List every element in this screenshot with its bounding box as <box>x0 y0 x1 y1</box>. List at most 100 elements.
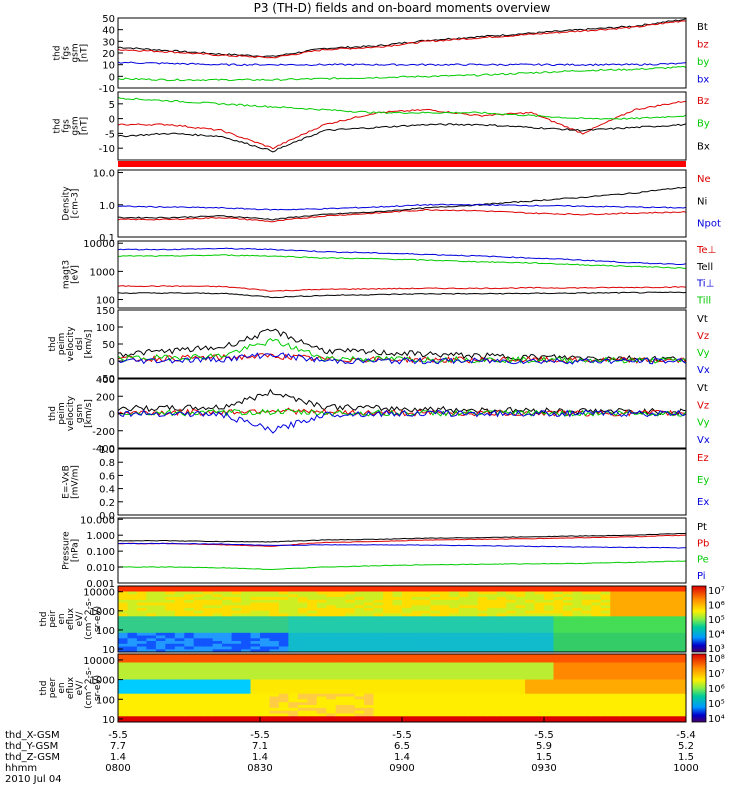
x-row-value: 7.7 <box>110 741 126 752</box>
spectrogram-cell <box>402 676 413 681</box>
spectrogram-cell <box>477 586 488 590</box>
spectrogram-cell <box>420 713 431 717</box>
panel-frame <box>117 240 687 309</box>
spectrogram-cell <box>278 649 289 652</box>
spectrogram-cell <box>326 676 337 681</box>
spectrogram-cell <box>184 605 195 609</box>
spectrogram-cell <box>534 688 545 692</box>
spectrogram-cell <box>581 710 592 715</box>
spectrogram-cell <box>553 599 564 604</box>
spectrogram-cell <box>544 630 555 634</box>
spectrogram-cell <box>458 673 469 678</box>
spectrogram-cell <box>335 702 346 706</box>
spectrogram-cell <box>648 716 659 720</box>
spectrogram-cell <box>203 699 214 703</box>
y-axis-label-line: eV/ <box>75 680 85 696</box>
spectrogram-cell <box>638 616 649 620</box>
spectrogram-cell <box>468 688 479 692</box>
spectrogram-cell <box>174 649 185 652</box>
legend-label: bz <box>697 40 709 51</box>
spectrogram-cell <box>136 605 147 609</box>
spectrogram-cell <box>553 688 564 692</box>
spectrogram-cell <box>487 646 498 650</box>
spectrogram-cell <box>562 685 573 689</box>
spectrogram-cell <box>184 716 195 720</box>
spectrogram-cell <box>496 719 507 722</box>
spectrogram-cell <box>231 702 242 706</box>
legend-label: bx <box>697 75 709 86</box>
spectrogram-cell <box>184 643 195 648</box>
spectrogram-cell <box>468 682 479 686</box>
spectrogram-cell <box>525 705 536 709</box>
spectrogram-cell <box>468 591 479 595</box>
spectrogram-cell <box>449 586 460 590</box>
spectrogram-cell <box>297 594 308 598</box>
spectrogram-cell <box>288 599 299 604</box>
spectrogram-cell <box>184 586 195 590</box>
series-line-By <box>118 96 686 120</box>
spectrogram-cell <box>496 586 507 590</box>
spectrogram-cell <box>174 594 185 598</box>
spectrogram-cell <box>458 643 469 648</box>
spectrogram-cell <box>269 656 280 661</box>
spectrogram-cell <box>127 662 138 666</box>
spectrogram-cell <box>212 654 223 658</box>
spectrogram-cell <box>392 713 403 717</box>
spectrogram-cell <box>562 719 573 722</box>
spectrogram-cell <box>430 690 441 695</box>
spectrogram-cell <box>278 613 289 617</box>
spectrogram-cell <box>269 608 280 612</box>
spectrogram-cell <box>487 662 498 666</box>
spectrogram-cell <box>420 649 431 652</box>
spectrogram-cell <box>562 638 573 642</box>
spectrogram-cell <box>345 676 356 681</box>
spectrogram-cell <box>553 702 564 706</box>
spectrogram-cell <box>231 659 242 664</box>
spectrogram-cell <box>231 682 242 686</box>
spectrogram-cell <box>307 599 318 604</box>
spectrogram-cell <box>297 716 308 720</box>
spectrogram-cell <box>184 608 195 612</box>
spectrogram-cell <box>364 624 375 628</box>
spectrogram-cell <box>307 654 318 658</box>
spectrogram-cell <box>326 696 337 700</box>
spectrogram-cell <box>250 699 261 703</box>
spectrogram-cell <box>402 616 413 620</box>
spectrogram-cell <box>364 693 375 698</box>
spectrogram-cell <box>146 621 157 626</box>
spectrogram-cell <box>184 668 195 672</box>
spectrogram-cell <box>411 702 422 706</box>
spectrogram-cell <box>506 673 517 678</box>
spectrogram-cell <box>591 673 602 678</box>
spectrogram-cell <box>260 656 271 661</box>
spectrogram-cell <box>411 710 422 715</box>
spectrogram-cell <box>638 671 649 675</box>
spectrogram-cell <box>638 588 649 593</box>
spectrogram-cell <box>288 707 299 712</box>
spectrogram-cell <box>354 685 365 689</box>
spectrogram-cell <box>553 676 564 681</box>
spectrogram-cell <box>155 591 166 595</box>
spectrogram-cell <box>430 610 441 615</box>
spectrogram-cell <box>506 624 517 628</box>
spectrogram-cell <box>648 643 659 648</box>
spectrogram-cell <box>260 641 271 645</box>
spectrogram-cell <box>127 685 138 689</box>
spectrogram-cell <box>525 630 536 634</box>
spectrogram-cell <box>449 710 460 715</box>
spectrogram-cell <box>610 602 621 606</box>
spectrogram-cell <box>562 627 573 631</box>
spectrogram-cell <box>335 665 346 669</box>
spectrogram-cell <box>534 685 545 689</box>
spectrogram-cell <box>420 716 431 720</box>
spectrogram-cell <box>193 702 204 706</box>
spectrogram-cell <box>174 630 185 634</box>
spectrogram-cell <box>146 690 157 695</box>
spectrogram-cell <box>364 627 375 631</box>
y-tick-label: 10 <box>102 645 115 656</box>
spectrogram-cell <box>193 597 204 601</box>
spectrogram-cell <box>278 705 289 709</box>
spectrogram-cell <box>165 682 176 686</box>
spectrogram-cell <box>553 616 564 620</box>
spectrogram-cell <box>534 602 545 606</box>
